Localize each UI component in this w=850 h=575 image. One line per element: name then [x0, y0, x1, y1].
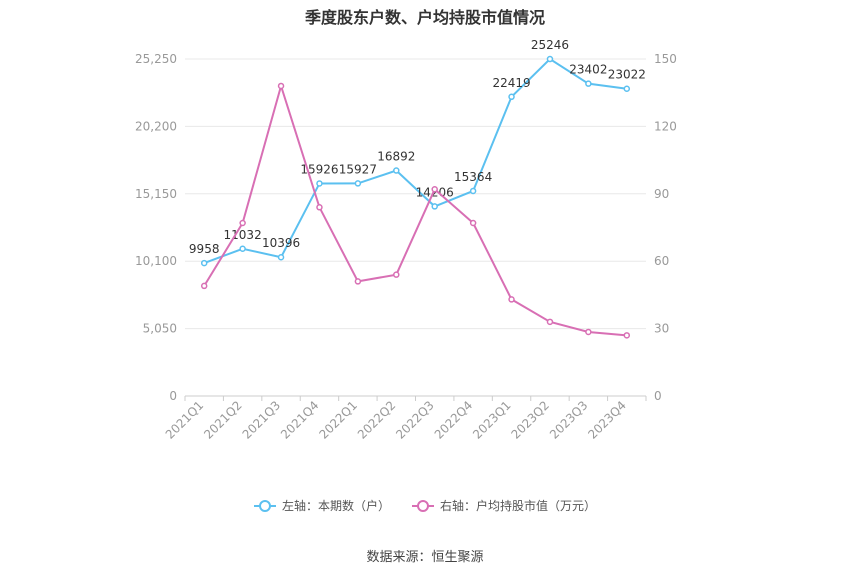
data-point — [431, 203, 438, 210]
data-label: 23022 — [608, 68, 646, 82]
data-point — [393, 271, 400, 278]
data-label: 15364 — [454, 170, 492, 184]
series-line-0 — [203, 57, 627, 265]
data-point — [277, 82, 285, 90]
series-line-1 — [203, 82, 627, 337]
left-axis-tick-label: 5,050 — [143, 322, 177, 336]
x-axis-tick-label: 2023Q2 — [509, 398, 553, 442]
data-point — [623, 332, 631, 339]
data-point — [546, 318, 554, 326]
data-label: 11032 — [224, 228, 262, 242]
legend-avg-value-label: 右轴：户均持股市值（万元） — [440, 499, 597, 513]
left-axis-tick-label: 20,200 — [135, 119, 177, 133]
data-label: 10396 — [262, 236, 300, 250]
left-axis-tick-label: 10,100 — [135, 254, 177, 268]
data-label: 22419 — [492, 76, 530, 90]
x-axis-tick-label: 2022Q3 — [393, 398, 437, 442]
data-point — [277, 253, 285, 261]
legend-item-households[interactable]: 左轴：本期数（户） — [253, 497, 390, 514]
right-axis-tick-label: 60 — [654, 254, 669, 268]
data-point — [316, 180, 323, 187]
right-axis-tick-label: 120 — [654, 119, 677, 133]
data-point — [623, 85, 631, 92]
x-axis-tick-label: 2021Q4 — [278, 398, 322, 442]
data-point — [546, 55, 554, 63]
x-axis-tick-label: 2022Q2 — [355, 398, 399, 442]
data-point — [354, 278, 362, 285]
left-axis-tick-label: 15,150 — [135, 187, 177, 201]
x-axis-tick-label: 2021Q1 — [163, 398, 207, 442]
data-label: 25246 — [531, 38, 569, 52]
data-point — [239, 219, 246, 227]
data-point — [585, 80, 592, 87]
x-axis-tick-label: 2021Q3 — [240, 398, 284, 442]
right-axis-tick-label: 90 — [654, 187, 669, 201]
data-point — [508, 296, 515, 303]
right-axis-tick-label: 150 — [654, 52, 677, 66]
data-label: 23402 — [569, 63, 607, 77]
right-axis-tick-label: 0 — [654, 389, 662, 403]
data-point — [585, 328, 592, 336]
right-axis-tick-label: 30 — [654, 322, 669, 336]
data-source: 数据来源：恒生聚源 — [366, 550, 484, 565]
data-point — [469, 219, 477, 227]
data-label: 15927 — [339, 162, 377, 176]
legend-households-label: 左轴：本期数（户） — [281, 499, 390, 513]
x-axis-tick-label: 2023Q4 — [585, 398, 629, 442]
data-point — [239, 245, 246, 253]
legend-item-avg-value[interactable]: 右轴：户均持股市值（万元） — [412, 497, 596, 514]
data-point — [316, 204, 323, 211]
data-point — [200, 259, 208, 267]
chart-title: 季度股东户数、户均持股市值情况 — [304, 8, 545, 27]
data-point — [354, 180, 362, 187]
x-axis-tick-label: 2021Q2 — [201, 398, 245, 442]
data-label: 9958 — [189, 242, 220, 256]
data-label: 16892 — [377, 150, 415, 164]
legend-households-icon — [253, 499, 276, 513]
x-axis-tick-label: 2023Q1 — [470, 398, 514, 442]
legend-avg-value-icon — [412, 499, 434, 513]
x-axis-tick-label: 2022Q1 — [316, 398, 360, 442]
data-label: 15926 — [300, 162, 338, 176]
x-axis-tick-label: 2023Q3 — [547, 398, 591, 442]
data-point — [393, 167, 400, 174]
data-point — [469, 187, 477, 195]
x-axis-tick-label: 2022Q4 — [432, 398, 476, 442]
data-point — [508, 93, 515, 101]
data-point — [200, 282, 208, 290]
left-axis-tick-label: 0 — [169, 389, 177, 403]
left-axis-tick-label: 25,250 — [135, 52, 177, 66]
data-point — [431, 186, 438, 193]
chart-legend: 左轴：本期数（户） 右轴：户均持股市值（万元） — [0, 497, 850, 514]
